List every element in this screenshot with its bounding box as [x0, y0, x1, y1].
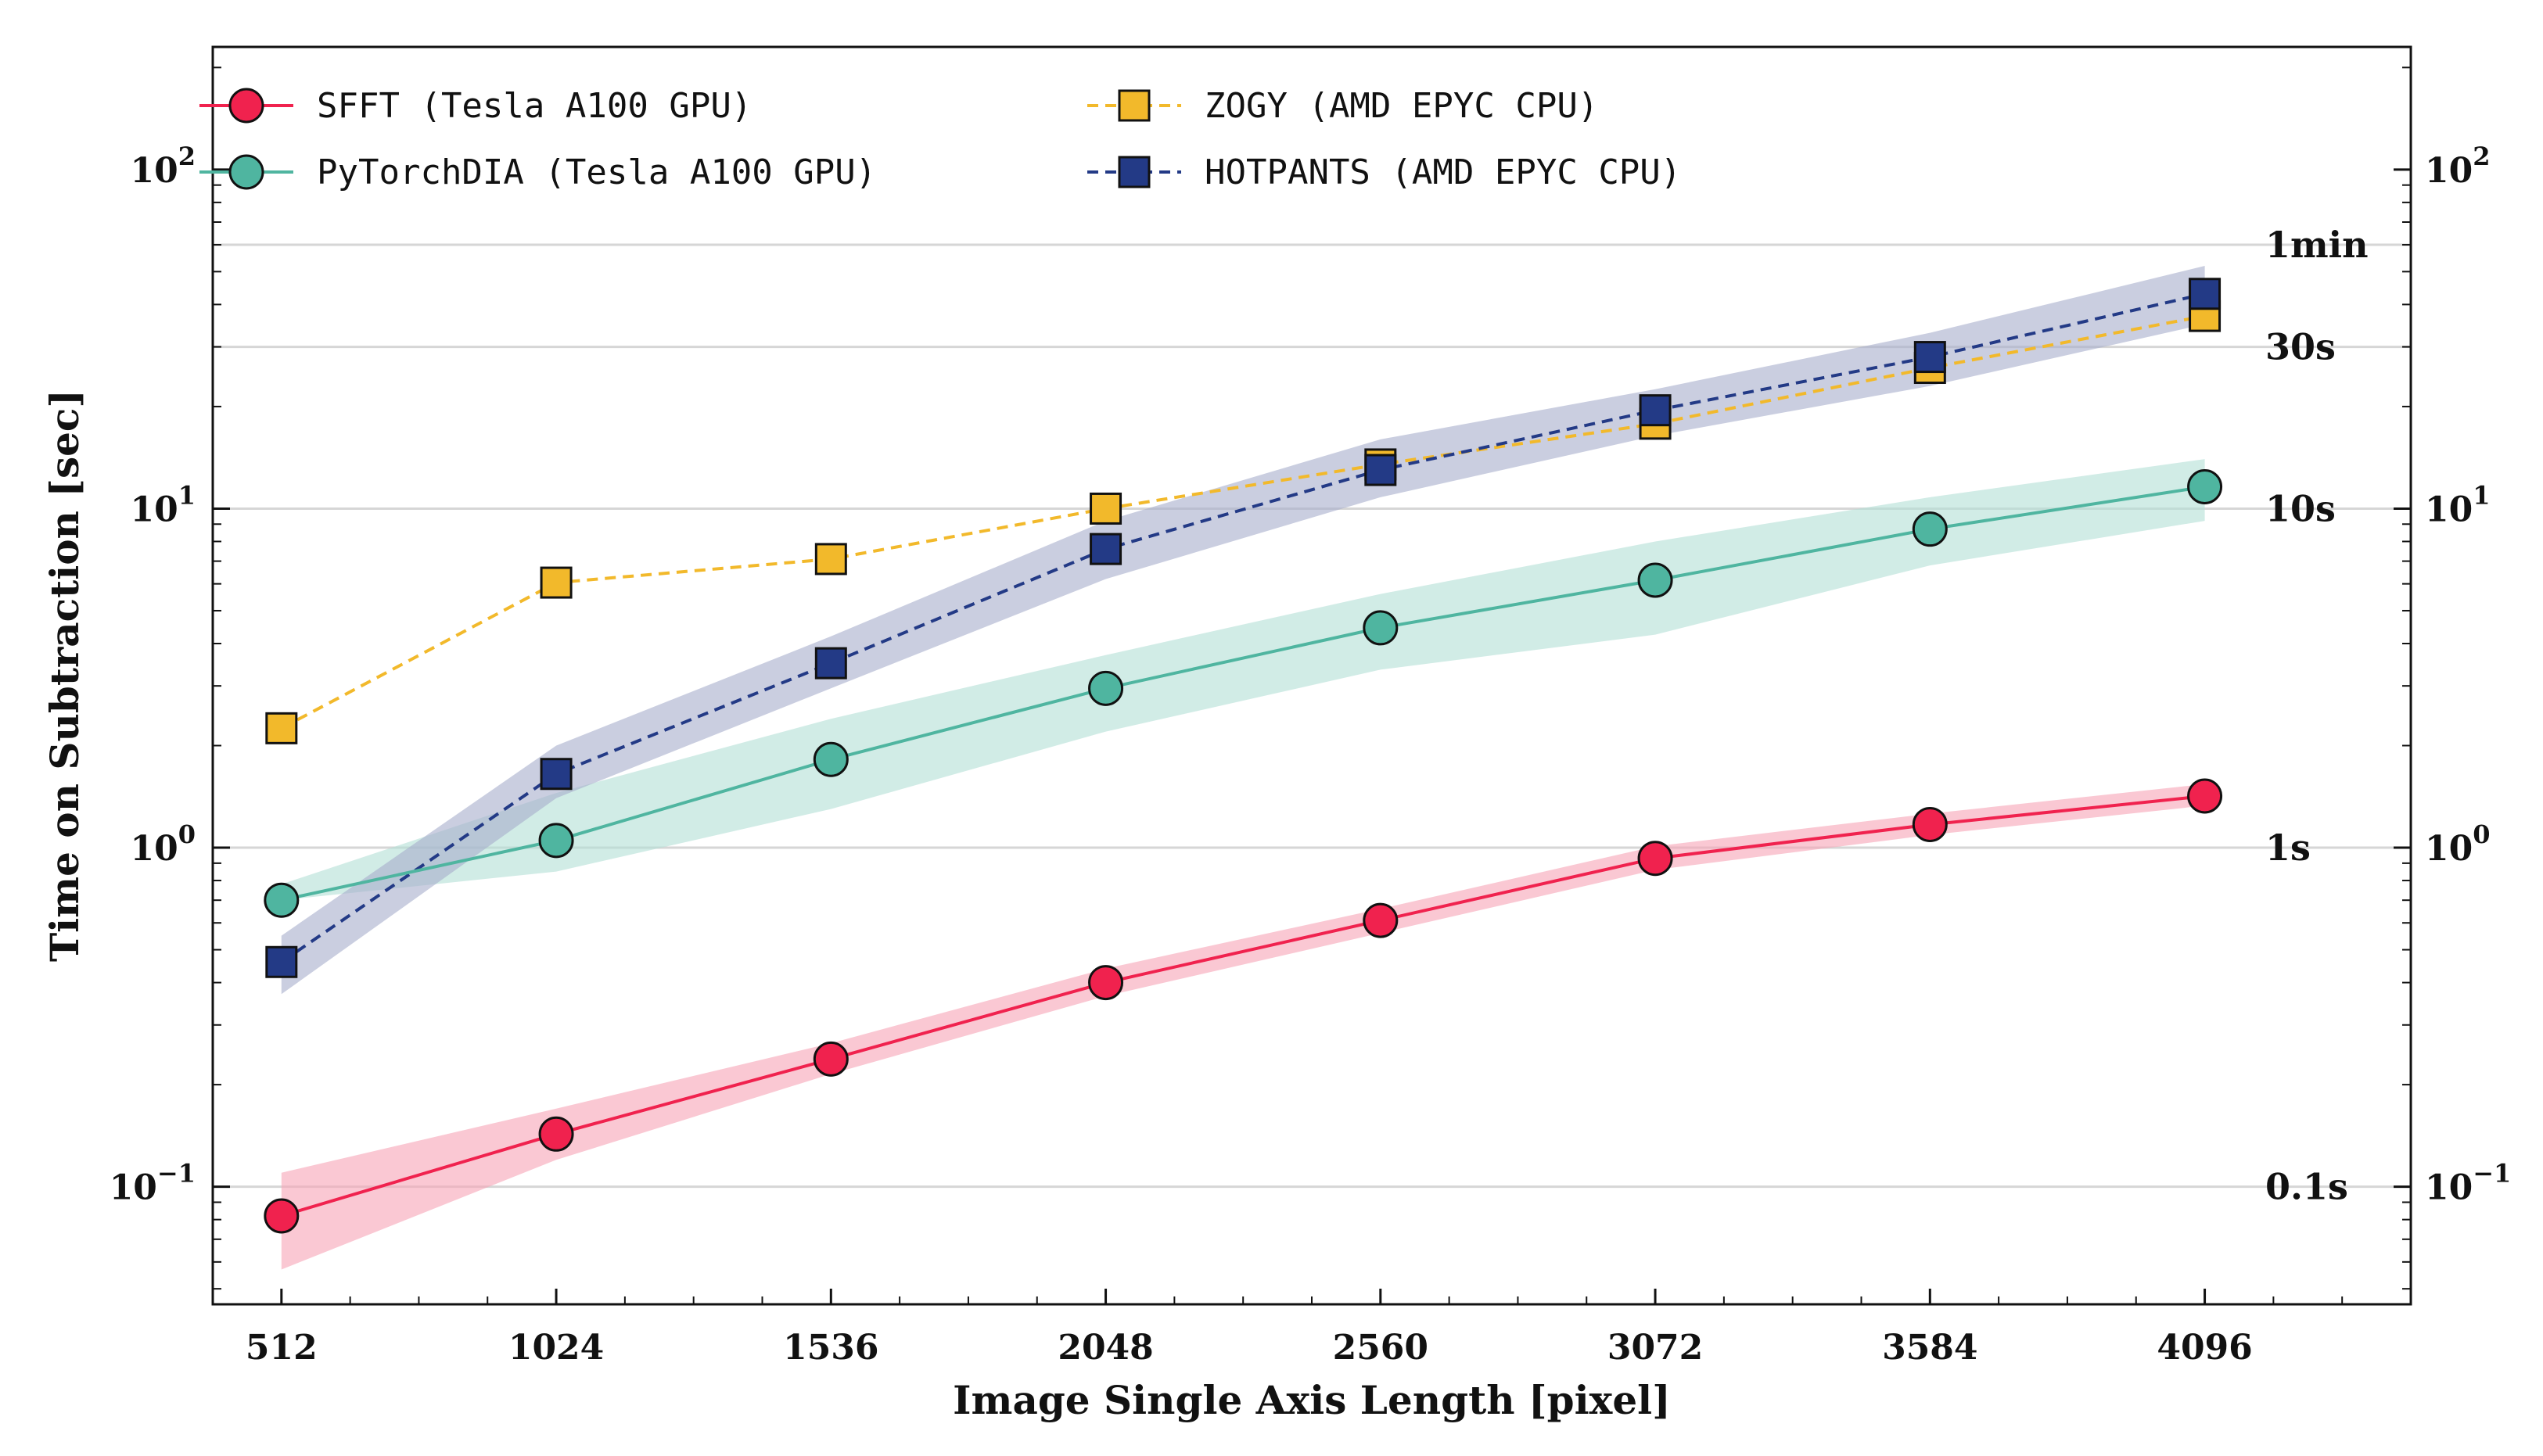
point-sfft-tesla-a100-gpu-2560 — [1363, 902, 1399, 938]
legend-marker — [1118, 156, 1151, 188]
legend: SFFT (Tesla A100 GPU) PyTorchDIA (Tesla A… — [199, 86, 1681, 192]
point-zogy-amd-epyc-cpu-1024 — [540, 566, 573, 599]
point-hotpants-amd-epyc-cpu-1024 — [540, 758, 573, 791]
line-sfft-tesla-a100-gpu — [281, 794, 2205, 1218]
y-tick-label-left-1: 100 — [131, 819, 196, 869]
point-pytorchdia-tesla-a100-gpu-1024 — [538, 823, 574, 859]
legend-marker — [1118, 89, 1151, 122]
legend-marker — [228, 88, 264, 124]
series-lines — [280, 292, 2206, 1218]
legend-label: ZOGY (AMD EPYC CPU) — [1205, 86, 1598, 126]
point-hotpants-amd-epyc-cpu-512 — [265, 945, 298, 978]
reference-labels: 0.1s 1s 10s 30s 1min — [2265, 224, 2369, 1208]
point-pytorchdia-tesla-a100-gpu-3072 — [1637, 562, 1673, 598]
x-tick-label-4096: 4096 — [2157, 1328, 2252, 1368]
point-sfft-tesla-a100-gpu-1024 — [538, 1116, 574, 1152]
reference-label-30s: 30s — [2265, 326, 2336, 368]
axis-ticks — [212, 66, 2412, 1304]
reference-label-1min: 1min — [2265, 224, 2369, 266]
x-tick-label-1536: 1536 — [783, 1328, 878, 1368]
x-tick-label-3584: 3584 — [1882, 1328, 1977, 1368]
point-hotpants-amd-epyc-cpu-3072 — [1639, 394, 1672, 427]
point-pytorchdia-tesla-a100-gpu-2048 — [1088, 670, 1124, 706]
band-pytorchdia-tesla-a100-gpu — [281, 459, 2205, 901]
point-zogy-amd-epyc-cpu-2048 — [1090, 492, 1122, 525]
reference-label-0-1s: 0.1s — [2265, 1166, 2348, 1208]
y-tick-label-left-2: 101 — [131, 480, 196, 529]
reference-label-1s: 1s — [2265, 827, 2311, 869]
y-tick-label-left-3: 102 — [131, 142, 196, 191]
reference-label-10s: 10s — [2265, 487, 2336, 529]
point-pytorchdia-tesla-a100-gpu-4096 — [2187, 468, 2223, 504]
legend-entry-zogy-amd-epyc-cpu: ZOGY (AMD EPYC CPU) — [1087, 86, 1598, 126]
point-zogy-amd-epyc-cpu-1536 — [814, 543, 847, 576]
point-zogy-amd-epyc-cpu-512 — [265, 712, 298, 744]
point-hotpants-amd-epyc-cpu-3584 — [1913, 341, 1946, 374]
series-markers — [264, 278, 2223, 1234]
line-hotpants-amd-epyc-cpu — [280, 292, 2206, 963]
y-tick-label-right-1: 100 — [2425, 819, 2491, 869]
x-tick-label-2560: 2560 — [1333, 1328, 1428, 1368]
legend-label: HOTPANTS (AMD EPYC CPU) — [1205, 152, 1681, 192]
point-hotpants-amd-epyc-cpu-4096 — [2189, 278, 2222, 310]
legend-entry-hotpants-amd-epyc-cpu: HOTPANTS (AMD EPYC CPU) — [1087, 152, 1681, 192]
x-tick-label-3072: 3072 — [1607, 1328, 1703, 1368]
legend-entry-pytorchdia-tesla-a100-gpu: PyTorchDIA (Tesla A100 GPU) — [199, 152, 876, 192]
point-sfft-tesla-a100-gpu-4096 — [2187, 778, 2223, 814]
y-tick-label-left-0: 10−1 — [110, 1159, 196, 1208]
legend-label: PyTorchDIA (Tesla A100 GPU) — [317, 152, 876, 192]
legend-label: SFFT (Tesla A100 GPU) — [317, 86, 752, 126]
point-hotpants-amd-epyc-cpu-2048 — [1090, 533, 1122, 565]
y-tick-label-right-0: 10−1 — [2425, 1159, 2511, 1208]
legend-marker — [228, 154, 264, 190]
x-tick-label-1024: 1024 — [508, 1328, 604, 1368]
x-tick-label-512: 512 — [246, 1328, 318, 1368]
line-zogy-amd-epyc-cpu — [280, 314, 2205, 730]
point-sfft-tesla-a100-gpu-3072 — [1637, 841, 1673, 877]
point-hotpants-amd-epyc-cpu-1536 — [814, 647, 847, 680]
point-pytorchdia-tesla-a100-gpu-2560 — [1363, 610, 1399, 646]
point-sfft-tesla-a100-gpu-512 — [264, 1198, 300, 1234]
point-pytorchdia-tesla-a100-gpu-1536 — [813, 741, 849, 777]
y-tick-label-right-2: 101 — [2425, 480, 2491, 529]
x-tick-label-2048: 2048 — [1058, 1328, 1153, 1368]
point-sfft-tesla-a100-gpu-2048 — [1088, 965, 1124, 1001]
line-pytorchdia-tesla-a100-gpu — [281, 485, 2205, 902]
tick-labels: 512 1024 1536 2048 2560 3072 3584 4096 10−1 10−1 1… — [110, 142, 2512, 1368]
point-pytorchdia-tesla-a100-gpu-512 — [264, 882, 300, 918]
y-axis-label: Time on Subtraction [sec] — [41, 389, 88, 962]
legend-entry-sfft-tesla-a100-gpu: SFFT (Tesla A100 GPU) — [199, 86, 752, 126]
x-axis-label: Image Single Axis Length [pixel] — [953, 1377, 1671, 1423]
point-hotpants-amd-epyc-cpu-2560 — [1364, 454, 1397, 486]
point-sfft-tesla-a100-gpu-3584 — [1912, 806, 1948, 842]
point-pytorchdia-tesla-a100-gpu-3584 — [1912, 511, 1948, 547]
y-tick-label-right-3: 102 — [2425, 142, 2491, 191]
point-sfft-tesla-a100-gpu-1536 — [813, 1041, 849, 1077]
